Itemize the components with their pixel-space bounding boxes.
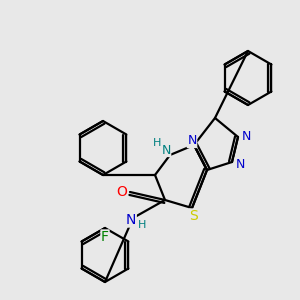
Text: H: H — [153, 138, 161, 148]
Text: N: N — [187, 134, 197, 148]
Text: N: N — [241, 130, 251, 143]
Text: N: N — [126, 213, 136, 227]
Text: N: N — [161, 143, 171, 157]
Text: N: N — [235, 158, 245, 170]
Text: F: F — [101, 230, 109, 244]
Text: H: H — [138, 220, 146, 230]
Text: S: S — [190, 209, 198, 223]
Text: O: O — [117, 185, 128, 199]
